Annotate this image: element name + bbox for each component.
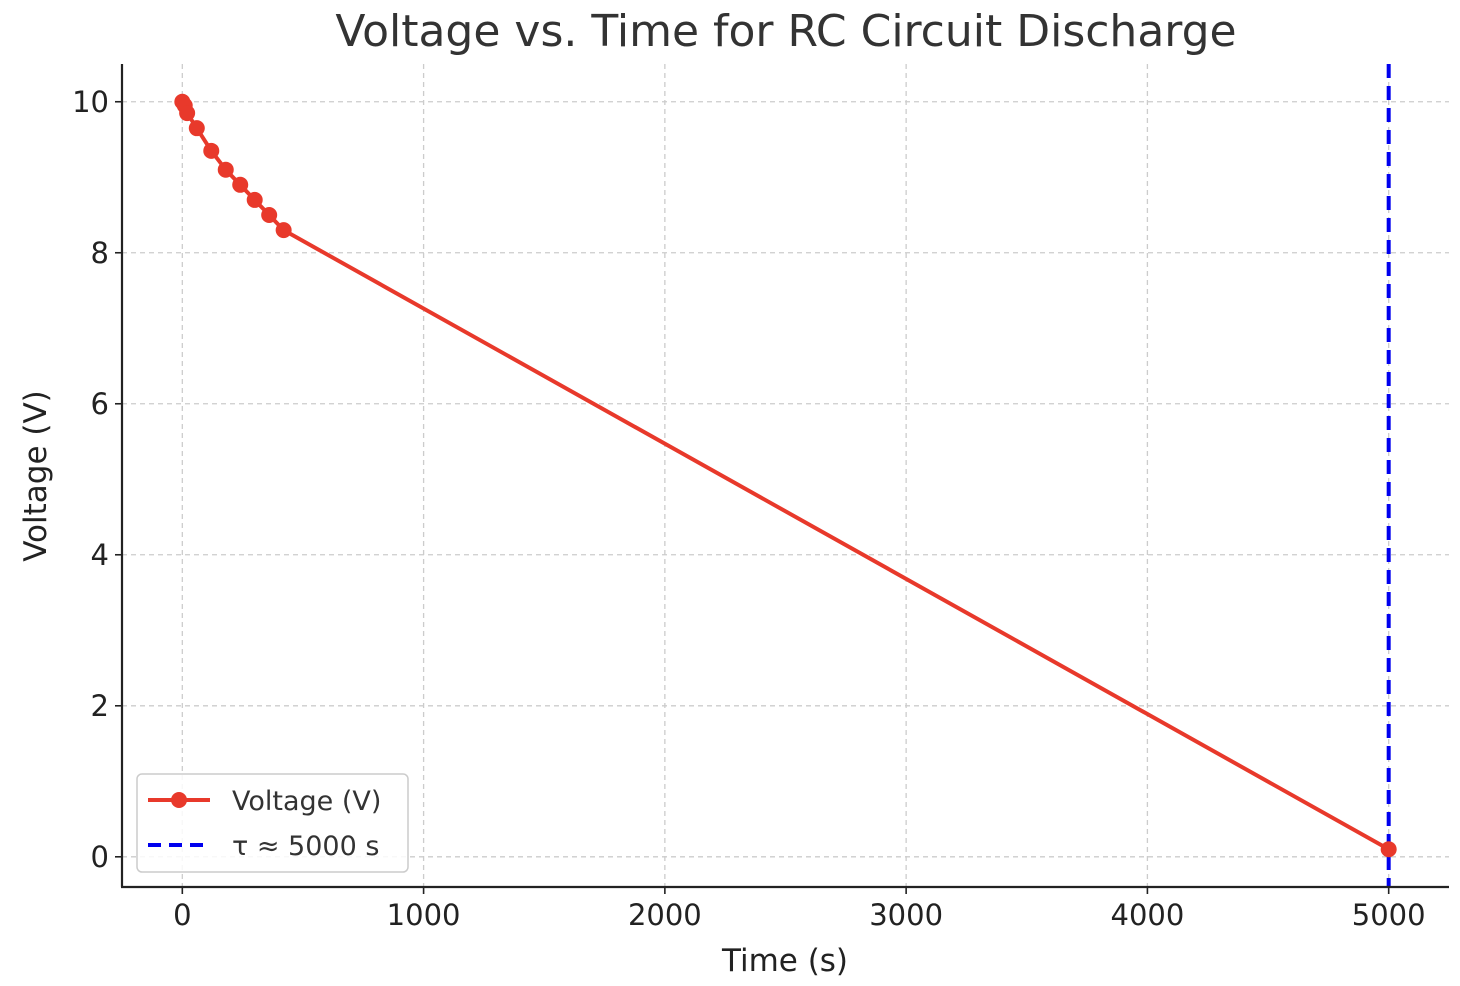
y-tick-label: 8: [91, 236, 109, 270]
y-tick-label: 6: [91, 387, 109, 421]
series: [174, 93, 1397, 858]
x-tick-label: 1000: [387, 898, 461, 932]
data-point: [232, 176, 249, 193]
y-tick-label: 4: [91, 538, 109, 572]
data-point: [1380, 841, 1397, 858]
x-tick-label: 0: [173, 898, 191, 932]
x-axis-label: Time (s): [721, 943, 848, 979]
x-tick-label: 4000: [1111, 898, 1185, 932]
data-point: [217, 161, 234, 178]
chart-title: Voltage vs. Time for RC Circuit Discharg…: [335, 6, 1236, 57]
data-point: [246, 191, 263, 208]
y-tick-label: 2: [91, 689, 109, 723]
legend-label-voltage: Voltage (V): [232, 786, 381, 817]
legend-marker-voltage: [171, 792, 187, 808]
data-point: [275, 222, 292, 239]
grid: [122, 64, 1449, 887]
data-point: [179, 105, 196, 122]
ticks: 0 1000 2000 3000 4000 5000 0 2 4 6 8 10: [72, 85, 1425, 932]
data-point: [203, 142, 220, 159]
series-line: [180, 100, 1390, 851]
data-point: [188, 120, 205, 137]
legend-label-tau: τ ≈ 5000 s: [232, 831, 379, 862]
x-tick-label: 5000: [1352, 898, 1426, 932]
x-tick-label: 3000: [869, 898, 943, 932]
legend: Voltage (V) τ ≈ 5000 s: [136, 773, 409, 873]
y-tick-label: 0: [91, 840, 109, 874]
y-axis-label: Voltage (V): [18, 390, 54, 562]
y-tick-label: 10: [72, 85, 109, 119]
data-point: [261, 207, 278, 224]
x-tick-label: 2000: [628, 898, 702, 932]
